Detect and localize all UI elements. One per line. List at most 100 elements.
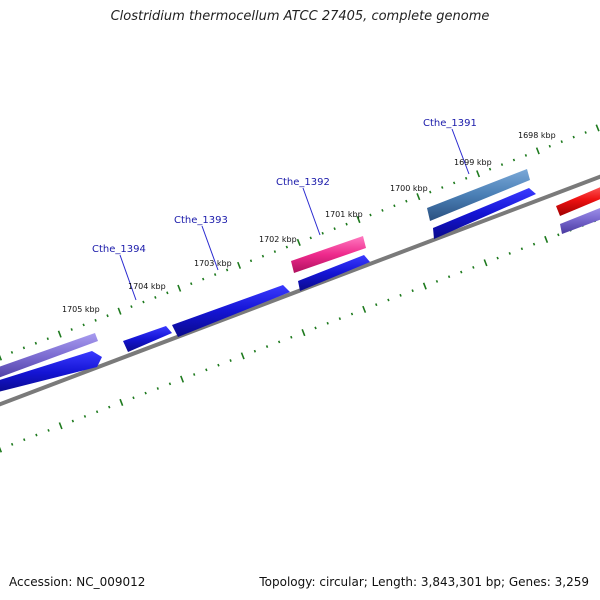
outer-minor-tick xyxy=(393,204,396,208)
inner-minor-tick xyxy=(290,335,293,339)
outer-minor-tick xyxy=(106,314,109,318)
inner-major-tick xyxy=(422,282,427,290)
outer-minor-tick xyxy=(213,273,217,276)
outer-minor-tick xyxy=(488,167,492,171)
gene-arrow-purple-left[interactable] xyxy=(0,333,98,381)
gene-label-cthe-1391[interactable]: Cthe_1391 xyxy=(423,118,477,129)
inner-minor-tick xyxy=(520,247,524,251)
outer-minor-tick xyxy=(154,296,157,299)
inner-minor-tick xyxy=(508,252,511,255)
gene-arrow-purple-right[interactable] xyxy=(560,204,600,234)
outer-minor-tick xyxy=(82,323,85,327)
inner-major-tick xyxy=(240,352,245,360)
outer-minor-tick xyxy=(22,346,26,350)
inner-minor-tick xyxy=(532,242,536,246)
outer-minor-tick xyxy=(70,328,73,331)
outer-minor-tick xyxy=(273,250,277,253)
outer-minor-tick xyxy=(441,186,444,189)
gene-arrow-pink-1392[interactable] xyxy=(291,236,366,273)
inner-minor-tick xyxy=(411,289,414,293)
inner-minor-tick xyxy=(156,387,159,390)
outer-minor-tick xyxy=(249,259,253,263)
map-title: Clostridium thermocellum ATCC 27405, com… xyxy=(110,9,490,24)
cds-arrow-1392[interactable] xyxy=(298,255,370,291)
inner-major-tick xyxy=(58,422,63,430)
inner-major-tick xyxy=(483,259,488,267)
outer-major-tick xyxy=(535,147,540,155)
outer-minor-tick xyxy=(512,158,516,162)
inner-minor-tick xyxy=(168,382,172,386)
inner-minor-tick xyxy=(10,442,14,446)
inner-major-tick xyxy=(362,305,367,313)
inner-minor-tick xyxy=(193,373,196,376)
inner-minor-tick xyxy=(217,363,220,367)
inner-minor-tick xyxy=(314,326,317,330)
outer-minor-tick xyxy=(429,190,432,194)
kbp-label-1699: 1699 kbp xyxy=(454,158,492,167)
outer-minor-tick xyxy=(46,337,49,341)
inner-minor-tick xyxy=(435,279,439,283)
kbp-label-1704: 1704 kbp xyxy=(128,282,166,291)
outer-minor-tick xyxy=(584,131,587,134)
cds-arrow-1393[interactable] xyxy=(172,285,290,337)
topology-summary: Topology: circular; Length: 3,843,301 bp… xyxy=(259,575,589,589)
outer-minor-tick xyxy=(166,291,169,295)
outer-major-tick xyxy=(476,170,481,178)
outer-minor-tick xyxy=(369,213,372,217)
outer-major-tick xyxy=(237,261,242,269)
inner-major-tick xyxy=(180,375,185,383)
gene-label-cthe-1392[interactable]: Cthe_1392 xyxy=(276,177,330,188)
inner-minor-tick xyxy=(47,428,50,432)
cds-arrow-1394[interactable] xyxy=(123,326,172,352)
kbp-label-1701: 1701 kbp xyxy=(325,210,363,219)
outer-minor-tick xyxy=(381,208,384,212)
gene-arrow-steel-1391[interactable] xyxy=(427,169,530,221)
outer-major-tick xyxy=(416,193,421,201)
inner-minor-tick xyxy=(229,359,232,362)
outer-minor-tick xyxy=(333,227,336,231)
inner-minor-tick xyxy=(108,405,111,409)
inner-minor-tick xyxy=(23,438,26,442)
gene-arrow-red-right[interactable] xyxy=(556,183,600,216)
outer-major-tick xyxy=(296,238,301,246)
outer-major-tick xyxy=(595,124,600,132)
outer-tick-row xyxy=(0,124,600,361)
outer-minor-tick xyxy=(34,341,38,345)
accession-text: Accession: NC_009012 xyxy=(9,575,146,589)
inner-minor-tick xyxy=(35,433,38,437)
outer-major-tick xyxy=(356,216,361,224)
outer-minor-tick xyxy=(464,176,468,180)
inner-minor-tick xyxy=(447,275,451,279)
outer-minor-tick xyxy=(560,140,563,144)
gene-label-cthe-1393[interactable]: Cthe_1393 xyxy=(174,215,228,226)
gene-label-cthe-1394[interactable]: Cthe_1394 xyxy=(92,244,146,255)
outer-minor-tick xyxy=(190,282,193,286)
outer-minor-tick xyxy=(285,245,289,249)
inner-major-tick xyxy=(119,398,124,406)
inner-major-tick xyxy=(301,329,306,337)
cds-arrow-1391[interactable] xyxy=(433,188,536,239)
leader-line-1394 xyxy=(119,254,137,301)
inner-minor-tick xyxy=(460,270,463,274)
inner-minor-tick xyxy=(132,396,135,400)
outer-minor-tick xyxy=(225,268,229,272)
inner-minor-tick xyxy=(144,391,147,395)
outer-minor-tick xyxy=(548,144,551,148)
inner-tick-row xyxy=(0,219,596,453)
inner-minor-tick xyxy=(387,298,390,302)
outer-major-tick xyxy=(0,354,3,361)
inner-minor-tick xyxy=(399,293,402,297)
inner-minor-tick xyxy=(375,303,378,307)
inner-minor-tick xyxy=(350,312,354,316)
outer-minor-tick xyxy=(321,231,324,235)
outer-minor-tick xyxy=(524,154,528,157)
cds-arrow-left[interactable] xyxy=(0,351,102,394)
kbp-label-1700: 1700 kbp xyxy=(390,184,428,193)
inner-minor-tick xyxy=(472,265,475,269)
inner-minor-tick xyxy=(83,414,87,418)
outer-minor-tick xyxy=(94,318,97,322)
outer-minor-tick xyxy=(572,135,575,139)
inner-minor-tick xyxy=(326,321,329,325)
outer-minor-tick xyxy=(130,305,133,309)
